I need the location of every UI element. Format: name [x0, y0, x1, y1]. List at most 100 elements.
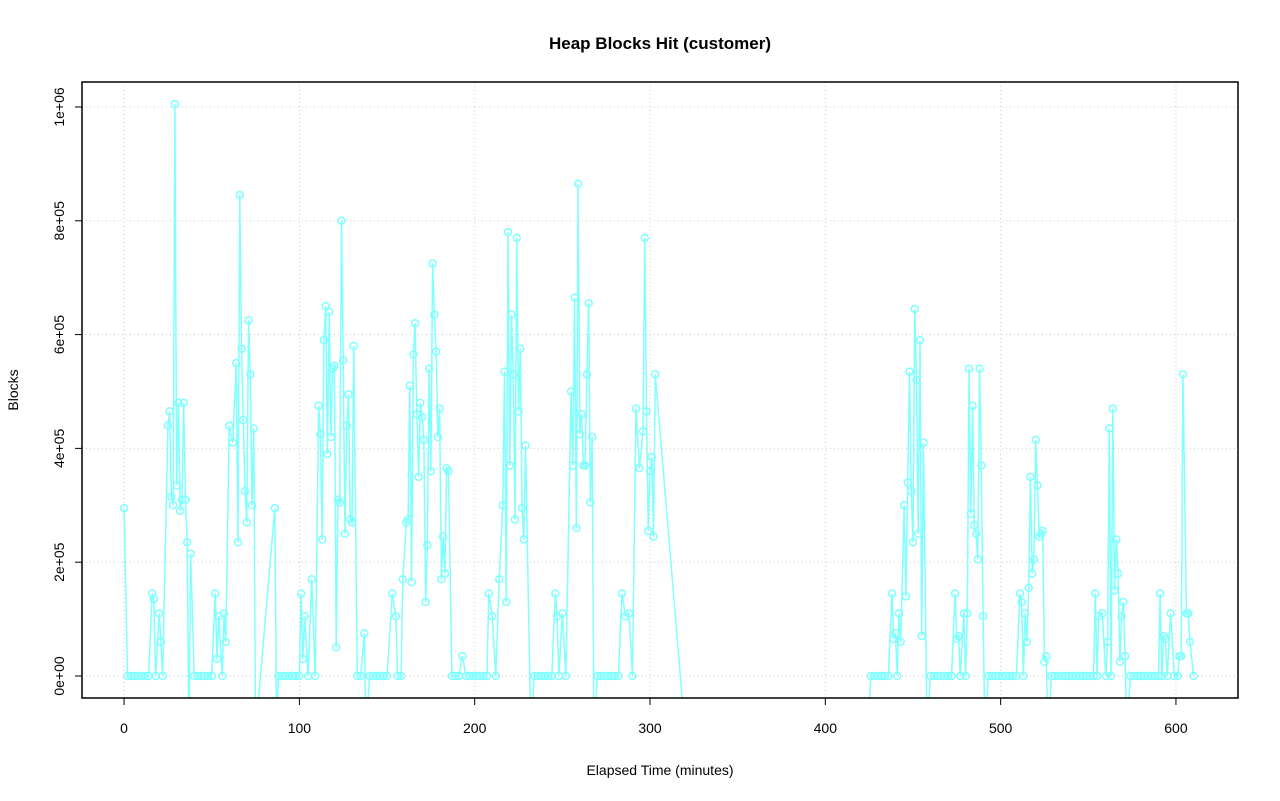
data-point [291, 671, 301, 681]
data-point [582, 370, 592, 379]
data-point [414, 472, 423, 482]
data-point [154, 609, 164, 618]
data-point [1113, 569, 1123, 578]
data-point [349, 341, 358, 351]
data-point [1112, 535, 1121, 544]
data-point [165, 407, 174, 416]
data-point [519, 535, 529, 544]
data-point [317, 535, 327, 544]
data-point [217, 671, 227, 681]
data-point [912, 375, 921, 385]
data-point [919, 438, 928, 447]
data-point [1020, 609, 1030, 618]
data-point [614, 671, 623, 681]
data-point [246, 370, 255, 379]
x-axis-label: Elapsed Time (minutes) [586, 762, 733, 778]
data-point [428, 259, 437, 268]
data-point [1115, 657, 1125, 667]
data-point [207, 671, 216, 681]
data-point [1040, 657, 1049, 667]
data-point [889, 634, 898, 644]
data-point [221, 637, 231, 647]
data-point [1089, 671, 1098, 681]
y-tick-label: 6e+05 [51, 315, 67, 355]
data-point [910, 304, 919, 314]
data-point [568, 461, 578, 470]
data-point [551, 589, 560, 598]
data-point [393, 671, 402, 681]
data-point [352, 671, 362, 681]
data-point [1031, 435, 1040, 445]
data-point [247, 501, 257, 510]
data-point [203, 671, 213, 681]
y-tick-label: 1e+06 [51, 87, 67, 127]
y-tick-label: 2e+05 [51, 542, 67, 582]
data-point [430, 310, 439, 319]
data-point [521, 441, 530, 450]
data-point [512, 233, 522, 243]
data-point [458, 651, 467, 661]
data-point [507, 310, 516, 319]
data-point [1017, 597, 1026, 607]
data-point [237, 344, 246, 354]
data-point [410, 318, 420, 328]
data-point [147, 589, 157, 598]
data-point [482, 671, 492, 681]
data-point [1033, 481, 1042, 490]
data-point [961, 671, 970, 681]
data-point [610, 671, 620, 681]
data-point [347, 518, 357, 527]
data-point [172, 481, 181, 490]
data-point [1178, 370, 1188, 379]
data-point [642, 407, 651, 416]
data-point [570, 293, 579, 302]
data-point [1154, 671, 1163, 681]
data-point [631, 404, 641, 413]
data-point [244, 316, 253, 325]
data-point [298, 654, 308, 664]
data-point [1041, 651, 1051, 661]
data-point [295, 671, 304, 681]
data-point [300, 612, 309, 621]
data-point [1166, 609, 1175, 618]
data-point [502, 597, 511, 607]
data-point [417, 412, 427, 422]
data-point [915, 336, 925, 345]
data-point [1117, 612, 1126, 621]
data-point [1106, 671, 1116, 681]
data-point [638, 427, 648, 436]
data-point [179, 398, 188, 408]
data-point [892, 671, 902, 681]
data-point [973, 555, 983, 564]
data-point [575, 429, 585, 439]
data-point [382, 671, 392, 681]
data-point [307, 575, 316, 584]
data-point [140, 671, 150, 681]
data-point [970, 520, 979, 530]
data-point [235, 190, 245, 200]
data-point [505, 461, 515, 470]
data-point [509, 370, 518, 379]
data-point [954, 631, 963, 641]
data-point [624, 609, 634, 618]
data-point [572, 523, 581, 533]
data-point [340, 529, 350, 538]
data-point [158, 671, 167, 681]
data-point [181, 495, 190, 504]
data-point [577, 410, 586, 419]
data-point [635, 464, 644, 473]
data-point [1176, 651, 1186, 661]
data-point [891, 629, 900, 638]
data-point [896, 637, 905, 647]
data-point [316, 429, 325, 439]
data-point [1108, 404, 1118, 413]
data-point [324, 307, 334, 317]
data-point [880, 671, 890, 681]
data-point [903, 478, 912, 487]
data-point [947, 671, 956, 681]
data-point [149, 594, 159, 604]
data-point [421, 597, 430, 607]
data-point [959, 609, 969, 618]
x-tick-label: 300 [638, 720, 662, 736]
